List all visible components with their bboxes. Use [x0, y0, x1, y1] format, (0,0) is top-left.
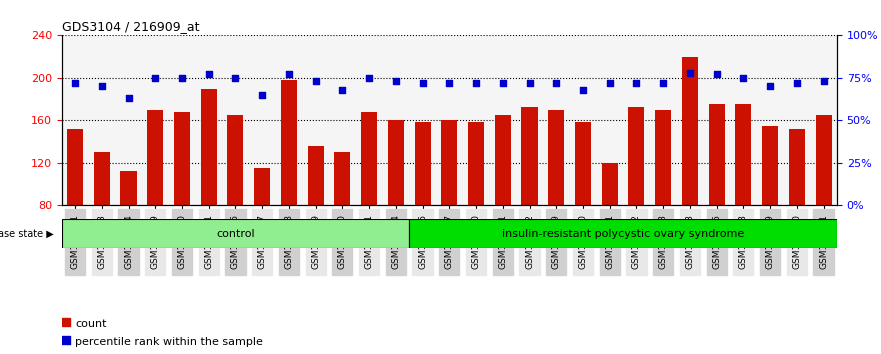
Point — [496, 80, 510, 86]
Point — [603, 80, 617, 86]
Point — [282, 72, 296, 77]
Point — [737, 75, 751, 81]
Bar — [227, 115, 243, 205]
Point — [709, 72, 723, 77]
Text: GDS3104 / 216909_at: GDS3104 / 216909_at — [62, 20, 199, 33]
Text: control: control — [216, 229, 255, 239]
Point — [789, 80, 803, 86]
Bar — [575, 122, 591, 205]
Point — [416, 80, 430, 86]
Bar — [816, 115, 832, 205]
Point — [336, 87, 350, 93]
Point — [202, 72, 216, 77]
Bar — [388, 120, 403, 205]
Point — [656, 80, 670, 86]
Point — [255, 92, 270, 98]
Point — [68, 80, 82, 86]
Point — [122, 96, 136, 101]
Point — [228, 75, 242, 81]
Point — [576, 87, 590, 93]
Bar — [736, 104, 751, 205]
Bar — [628, 107, 645, 205]
Bar — [147, 110, 163, 205]
Bar — [415, 122, 431, 205]
Point — [95, 84, 109, 89]
Bar — [708, 104, 725, 205]
Text: percentile rank within the sample: percentile rank within the sample — [75, 337, 263, 347]
Bar — [67, 129, 83, 205]
Bar — [121, 171, 137, 205]
FancyBboxPatch shape — [409, 219, 837, 248]
Point — [683, 70, 697, 76]
Point — [362, 75, 376, 81]
Bar — [602, 163, 618, 205]
Bar — [682, 57, 698, 205]
Bar — [174, 112, 190, 205]
Point — [469, 80, 483, 86]
Bar — [361, 112, 377, 205]
Bar — [655, 110, 671, 205]
Point — [148, 75, 162, 81]
Bar — [335, 152, 351, 205]
Bar — [307, 146, 323, 205]
Text: insulin-resistant polycystic ovary syndrome: insulin-resistant polycystic ovary syndr… — [502, 229, 744, 239]
Point — [522, 80, 537, 86]
Bar — [201, 88, 217, 205]
Bar — [93, 152, 110, 205]
Point — [763, 84, 777, 89]
Bar — [788, 129, 805, 205]
Point — [817, 79, 831, 84]
Bar — [441, 120, 457, 205]
Bar — [281, 80, 297, 205]
Point — [175, 75, 189, 81]
Point — [308, 79, 322, 84]
Point — [442, 80, 456, 86]
Point — [389, 79, 403, 84]
Bar — [468, 122, 484, 205]
Point — [315, 101, 329, 107]
Point — [315, 262, 329, 268]
Bar — [495, 115, 511, 205]
Text: disease state ▶: disease state ▶ — [0, 229, 54, 239]
Bar — [762, 126, 778, 205]
Text: count: count — [75, 319, 107, 329]
Point — [549, 80, 563, 86]
Point — [629, 80, 643, 86]
Bar — [522, 107, 537, 205]
FancyBboxPatch shape — [62, 219, 409, 248]
Bar — [548, 110, 564, 205]
Bar — [254, 168, 270, 205]
